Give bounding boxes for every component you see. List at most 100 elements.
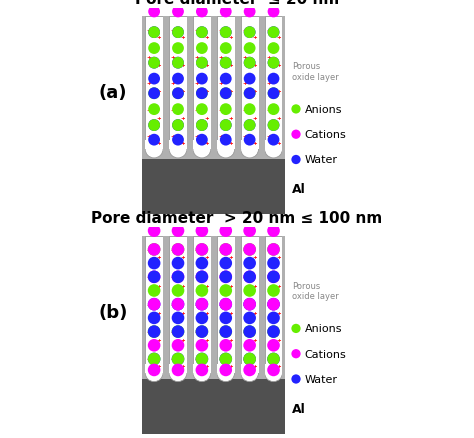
Bar (187, 236, 193, 379)
Circle shape (220, 120, 232, 132)
Circle shape (148, 312, 160, 325)
Bar (217, 17, 235, 150)
Text: +: + (205, 141, 209, 145)
Circle shape (172, 353, 184, 365)
Circle shape (267, 244, 280, 256)
Circle shape (172, 325, 184, 338)
Circle shape (148, 58, 160, 69)
Circle shape (244, 58, 255, 69)
Text: +: + (266, 107, 271, 113)
Circle shape (244, 43, 255, 55)
Bar (145, 17, 163, 150)
Text: +: + (242, 302, 247, 307)
Text: +: + (276, 364, 281, 368)
Circle shape (196, 134, 208, 146)
Circle shape (148, 244, 160, 256)
Text: +: + (242, 107, 247, 113)
Text: +: + (219, 28, 223, 33)
Circle shape (148, 353, 160, 365)
Circle shape (172, 120, 184, 132)
Bar (193, 141, 211, 150)
Circle shape (196, 244, 208, 256)
Text: +: + (181, 141, 185, 145)
Circle shape (220, 88, 232, 100)
Circle shape (219, 339, 232, 352)
Text: +: + (242, 247, 247, 252)
Text: +: + (205, 254, 209, 259)
Ellipse shape (264, 364, 283, 382)
Circle shape (172, 74, 184, 85)
Circle shape (268, 120, 280, 132)
Bar (142, 17, 145, 160)
Circle shape (148, 88, 160, 100)
Circle shape (292, 130, 301, 140)
Circle shape (172, 27, 184, 39)
Circle shape (219, 312, 232, 325)
Bar (283, 236, 285, 379)
Circle shape (268, 120, 280, 132)
Text: +: + (157, 141, 162, 145)
Circle shape (244, 120, 255, 132)
Text: +: + (157, 254, 162, 259)
Text: Al: Al (292, 183, 306, 196)
Text: +: + (194, 81, 199, 86)
Text: +: + (171, 275, 175, 279)
Circle shape (292, 374, 301, 384)
Text: +: + (242, 275, 247, 279)
Circle shape (219, 244, 232, 256)
Circle shape (196, 339, 208, 352)
Ellipse shape (169, 364, 187, 382)
Circle shape (244, 7, 255, 18)
Circle shape (219, 244, 232, 256)
Circle shape (243, 271, 256, 283)
Text: +: + (157, 89, 162, 94)
Circle shape (196, 58, 208, 69)
Circle shape (196, 74, 208, 85)
Text: Anions: Anions (304, 324, 342, 334)
Circle shape (243, 244, 256, 256)
Text: +: + (157, 338, 162, 343)
Circle shape (196, 7, 208, 18)
Circle shape (148, 27, 160, 39)
Text: +: + (276, 283, 281, 288)
Circle shape (292, 349, 301, 359)
Bar (240, 364, 259, 373)
Bar (169, 236, 187, 373)
Text: +: + (157, 364, 162, 368)
Text: +: + (266, 275, 271, 279)
Ellipse shape (145, 364, 163, 382)
Circle shape (196, 120, 208, 132)
Text: +: + (171, 329, 175, 334)
Text: +: + (252, 310, 257, 315)
Text: +: + (228, 254, 233, 259)
Text: +: + (205, 115, 209, 120)
Circle shape (243, 271, 256, 283)
Text: +: + (205, 62, 209, 67)
Circle shape (267, 353, 280, 365)
Circle shape (172, 298, 184, 311)
Text: +: + (157, 62, 162, 67)
Circle shape (267, 325, 280, 338)
Text: +: + (147, 357, 151, 362)
Text: Porous
oxide layer: Porous oxide layer (292, 62, 338, 81)
Bar (264, 141, 283, 150)
Ellipse shape (241, 364, 259, 382)
Text: +: + (171, 357, 175, 362)
Text: +: + (242, 329, 247, 334)
Circle shape (244, 134, 255, 146)
Text: +: + (228, 364, 233, 368)
Bar (169, 364, 187, 373)
Bar (193, 17, 211, 150)
Circle shape (172, 298, 184, 311)
Bar (259, 17, 264, 160)
Text: +: + (252, 89, 257, 94)
Circle shape (172, 285, 184, 297)
Circle shape (243, 244, 256, 256)
Bar (142, 379, 285, 434)
Circle shape (148, 27, 160, 39)
Circle shape (196, 257, 208, 270)
Circle shape (196, 298, 208, 311)
Text: Cations: Cations (304, 349, 346, 359)
Text: Water: Water (304, 374, 337, 384)
Circle shape (267, 364, 280, 376)
